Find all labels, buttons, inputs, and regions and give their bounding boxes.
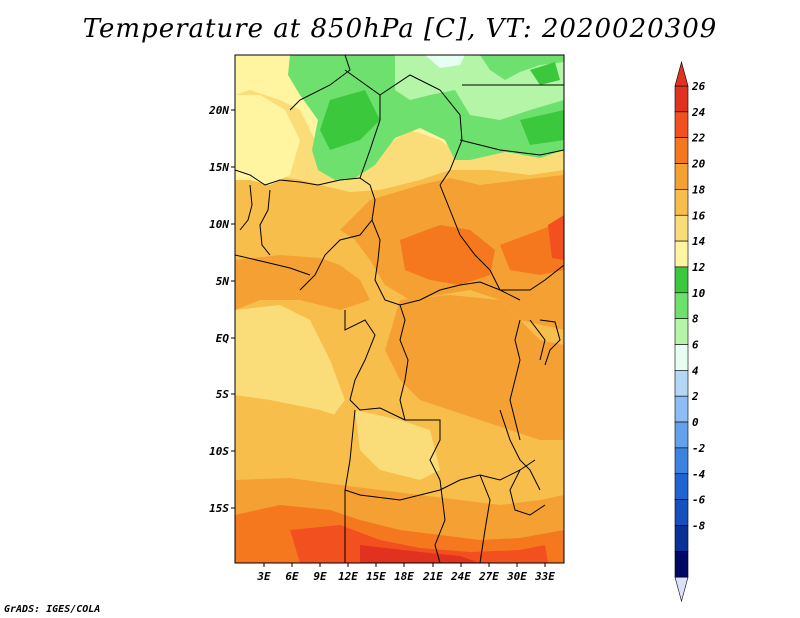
colorbar-label: 12 (692, 261, 706, 274)
colorbar-arrow-low (674, 576, 689, 603)
lon-label-30e: 30E (506, 570, 527, 583)
colorbar-swatch (674, 111, 689, 138)
colorbar-swatch (674, 163, 689, 190)
colorbar-label: 6 (692, 339, 699, 352)
latitude-axis: 20N 15N 10N 5N EQ 5S 10S 15S (208, 104, 235, 515)
colorbar-label: -4 (692, 468, 706, 481)
colorbar-swatch (674, 292, 689, 319)
colorbar-arrow-high (674, 60, 689, 87)
lon-label-24e: 24E (450, 570, 471, 583)
lon-label-21e: 21E (422, 570, 443, 583)
lon-label-9e: 9E (313, 570, 327, 583)
colorbar-label: 14 (692, 235, 706, 248)
colorbar-label: 10 (692, 287, 706, 300)
lon-label-27e: 27E (478, 570, 499, 583)
lat-label-20n: 20N (208, 104, 229, 117)
country-borders (235, 55, 564, 563)
grads-credit: GrADS: IGES/COLA (4, 604, 101, 615)
colorbar-swatch (674, 395, 689, 423)
colorbar-swatch (674, 525, 689, 552)
colorbar-label: 0 (692, 416, 699, 429)
lon-label-6e: 6E (285, 570, 299, 583)
lat-label-10n: 10N (209, 218, 229, 231)
colorbar-swatch (674, 421, 689, 449)
colorbar-label: 2 (691, 390, 699, 403)
lat-label-15s: 15S (209, 502, 229, 515)
colorbar-label: -8 (692, 519, 706, 532)
colorbar-swatch (674, 344, 689, 371)
colorbar-label: 22 (691, 132, 706, 145)
colorbar-swatch (674, 447, 689, 475)
lat-label-5n: 5N (216, 275, 230, 288)
lon-label-15e: 15E (366, 570, 386, 583)
colorbar-swatch (674, 473, 689, 500)
lon-label-18e: 18E (394, 570, 414, 583)
colorbar-label: 8 (692, 313, 699, 326)
colorbar-label: 24 (691, 106, 706, 119)
colorbar-swatch (674, 550, 689, 578)
lon-label-3e: 3E (256, 570, 271, 583)
lat-label-5s: 5S (216, 388, 230, 401)
colorbar-label: 18 (692, 183, 706, 196)
colorbar-label: 20 (691, 158, 706, 171)
longitude-axis: 3E 6E 9E 12E 15E 18E 21E 24E 27E 30E 33E (256, 563, 555, 583)
colorbar-label: 4 (692, 364, 699, 377)
lon-label-33e: 33E (534, 570, 555, 583)
lon-label-12e: 12E (338, 570, 358, 583)
colorbar-label: -6 (692, 494, 706, 507)
colorbar-swatch (674, 214, 689, 242)
colorbar-label: 26 (691, 80, 706, 93)
colorbar-swatch (674, 499, 689, 526)
map-frame (234, 54, 565, 564)
colorbar-label: -2 (692, 442, 706, 455)
temperature-field (235, 55, 564, 563)
lat-label-10s: 10S (209, 445, 229, 458)
colorbar-swatch (674, 240, 689, 268)
colorbar-swatch (674, 266, 689, 294)
lat-label-15n: 15N (209, 161, 229, 174)
colorbar-swatch (674, 85, 689, 113)
colorbar-swatch (674, 370, 689, 397)
lat-label-eq: EQ (216, 332, 230, 345)
colorbar-label: 16 (692, 209, 706, 222)
colorbar-swatch (674, 189, 689, 216)
colorbar-swatch (674, 137, 689, 164)
colorbar-swatch (674, 318, 689, 345)
map-title: Temperature at 850hPa [C], VT: 202002030… (82, 14, 718, 44)
